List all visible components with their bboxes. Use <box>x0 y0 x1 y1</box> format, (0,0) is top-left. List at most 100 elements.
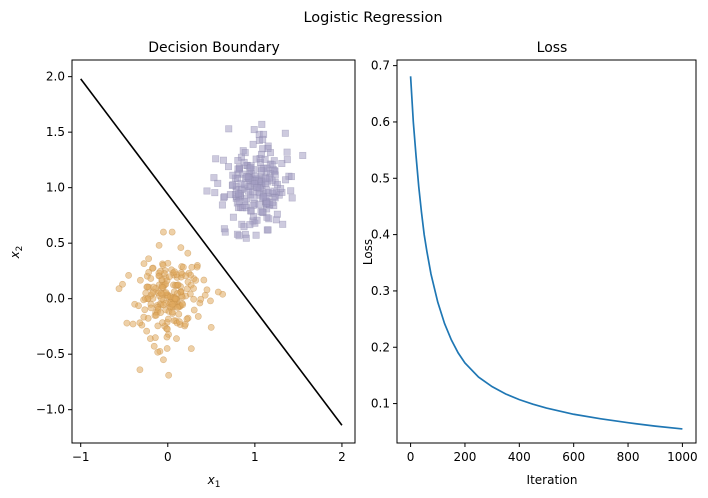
scatter-point-class-1 <box>287 187 295 195</box>
scatter-point-class-0 <box>140 296 148 304</box>
scatter-point-class-0 <box>144 283 152 291</box>
scatter-point-class-0 <box>177 269 185 277</box>
x-tick-label: 800 <box>617 450 640 464</box>
scatter-point-class-1 <box>229 213 237 221</box>
scatter-point-class-1 <box>268 161 276 169</box>
scatter-point-class-1 <box>262 175 270 183</box>
scatter-point-class-1 <box>279 220 287 228</box>
scatter-point-class-0 <box>157 267 164 275</box>
scatter-point-class-0 <box>119 280 126 288</box>
scatter-point-class-1 <box>261 155 269 163</box>
scatter-point-class-0 <box>154 348 162 356</box>
right-x-axis-label: Iteration <box>527 473 578 487</box>
scatter-point-class-1 <box>255 201 263 209</box>
scatter-point-class-0 <box>140 260 148 268</box>
x-tick-label: 1 <box>251 450 259 464</box>
scatter-point-class-0 <box>163 333 171 341</box>
scatter-point-class-0 <box>174 281 182 289</box>
y-tick-label: 0.7 <box>371 59 390 73</box>
scatter-point-class-0 <box>194 313 202 320</box>
y-tick-label: 0.3 <box>371 284 390 298</box>
scatter-point-class-0 <box>135 302 142 310</box>
scatter-point-class-0 <box>145 268 153 276</box>
scatter-point-class-0 <box>168 228 176 236</box>
scatter-point-class-1 <box>278 159 286 167</box>
scatter-point-class-0 <box>165 371 173 379</box>
scatter-point-class-1 <box>250 126 258 134</box>
scatter-point-class-1 <box>271 194 279 202</box>
right-x-ticks: 0 200 400 600 800 1000 <box>407 443 698 464</box>
scatter-point-class-1 <box>240 223 248 231</box>
scatter-point-class-0 <box>145 255 153 263</box>
scatter-point-class-0 <box>192 276 200 284</box>
scatter-point-class-1 <box>253 184 261 192</box>
scatter-point-class-1 <box>270 187 278 195</box>
scatter-point-class-1 <box>225 163 233 171</box>
loss-axes: Loss 0 200 400 600 800 1000 0.10.20.30.40.50.… <box>361 40 698 487</box>
scatter-points <box>115 120 307 379</box>
scatter-point-class-1 <box>283 148 291 156</box>
scatter-point-class-0 <box>147 304 155 312</box>
scatter-point-class-0 <box>187 345 195 353</box>
scatter-point-class-0 <box>125 271 133 279</box>
x-tick-label: 2 <box>338 450 346 464</box>
scatter-point-class-1 <box>221 228 229 236</box>
y-tick-label: −0.5 <box>36 347 65 361</box>
scatter-point-class-1 <box>277 185 285 193</box>
scatter-point-class-1 <box>219 156 227 164</box>
scatter-point-class-0 <box>163 325 171 333</box>
decision-boundary-axes: Decision Boundary −1 0 1 2 −1.0 −0.5 0.0 0.5 1.… <box>8 40 356 490</box>
scatter-point-class-0 <box>136 319 144 327</box>
scatter-point-class-1 <box>235 232 243 240</box>
scatter-point-class-0 <box>158 283 166 291</box>
scatter-point-class-0 <box>175 310 183 318</box>
scatter-point-class-0 <box>157 309 164 317</box>
scatter-point-class-0 <box>173 335 180 343</box>
scatter-point-class-1 <box>242 234 250 242</box>
loss-title: Loss <box>537 40 568 56</box>
scatter-point-class-1 <box>240 158 248 166</box>
scatter-point-class-0 <box>175 318 183 326</box>
y-tick-label: 0.0 <box>46 292 65 306</box>
loss-curve <box>409 76 683 430</box>
x-tick-label: −1 <box>72 450 90 464</box>
scatter-point-class-0 <box>147 275 155 282</box>
scatter-point-class-0 <box>160 228 167 236</box>
x-tick-label: 0 <box>164 450 172 464</box>
scatter-point-class-0 <box>149 295 157 302</box>
scatter-point-class-1 <box>282 176 290 184</box>
scatter-point-class-0 <box>174 304 182 311</box>
scatter-point-class-1 <box>247 207 255 215</box>
scatter-point-class-1 <box>203 187 211 195</box>
scatter-point-class-1 <box>258 208 266 216</box>
scatter-point-class-0 <box>154 322 162 330</box>
scatter-point-class-0 <box>160 356 167 364</box>
scatter-point-class-0 <box>184 249 192 257</box>
scatter-point-class-0 <box>190 306 198 314</box>
scatter-point-class-1 <box>271 171 279 179</box>
scatter-point-class-0 <box>158 276 166 284</box>
y-tick-label: 0.1 <box>371 397 390 411</box>
x-tick-label: 400 <box>508 450 531 464</box>
scatter-point-class-1 <box>212 155 220 163</box>
right-y-axis-label: Loss <box>361 239 375 265</box>
scatter-point-class-1 <box>264 144 272 152</box>
right-axes-frame <box>396 59 697 444</box>
scatter-point-class-0 <box>142 289 150 297</box>
scatter-point-class-0 <box>168 300 176 308</box>
scatter-point-class-0 <box>207 297 214 305</box>
scatter-point-class-0 <box>150 342 158 350</box>
scatter-point-class-1 <box>237 180 245 188</box>
scatter-point-class-0 <box>200 276 208 284</box>
scatter-point-class-0 <box>159 261 167 269</box>
scatter-point-class-0 <box>190 295 198 303</box>
scatter-point-class-0 <box>207 323 215 331</box>
scatter-point-class-1 <box>288 194 296 202</box>
scatter-point-class-0 <box>177 244 185 252</box>
scatter-point-class-0 <box>186 290 194 298</box>
scatter-point-class-0 <box>164 315 172 323</box>
scatter-point-class-0 <box>190 285 197 292</box>
scatter-point-class-0 <box>159 319 166 327</box>
scatter-point-class-0 <box>197 295 205 303</box>
left-x-axis-label: x1 <box>207 473 221 490</box>
